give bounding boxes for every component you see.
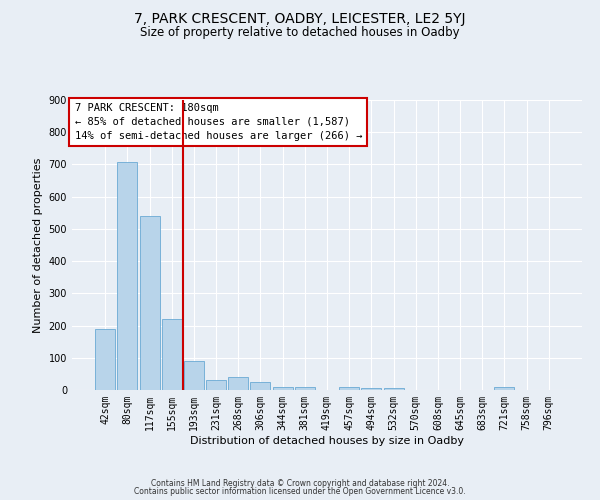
Text: Contains public sector information licensed under the Open Government Licence v3: Contains public sector information licen…: [134, 487, 466, 496]
Bar: [494, 387, 514, 390]
X-axis label: Distribution of detached houses by size in Oadby: Distribution of detached houses by size …: [190, 436, 464, 446]
Bar: [95, 329, 115, 390]
Bar: [295, 387, 315, 390]
Text: 7, PARK CRESCENT, OADBY, LEICESTER, LE2 5YJ: 7, PARK CRESCENT, OADBY, LEICESTER, LE2 …: [134, 12, 466, 26]
Bar: [383, 388, 404, 390]
Y-axis label: Number of detached properties: Number of detached properties: [33, 158, 43, 332]
Bar: [361, 388, 382, 390]
Bar: [206, 380, 226, 390]
Text: 7 PARK CRESCENT: 180sqm
← 85% of detached houses are smaller (1,587)
14% of semi: 7 PARK CRESCENT: 180sqm ← 85% of detache…: [74, 103, 362, 141]
Bar: [228, 377, 248, 390]
Bar: [272, 387, 293, 390]
Bar: [118, 162, 137, 390]
Bar: [184, 361, 204, 390]
Bar: [339, 387, 359, 390]
Text: Contains HM Land Registry data © Crown copyright and database right 2024.: Contains HM Land Registry data © Crown c…: [151, 478, 449, 488]
Bar: [162, 319, 182, 390]
Bar: [250, 382, 271, 390]
Bar: [140, 216, 160, 390]
Text: Size of property relative to detached houses in Oadby: Size of property relative to detached ho…: [140, 26, 460, 39]
